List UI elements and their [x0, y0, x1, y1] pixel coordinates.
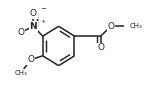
Text: O: O	[97, 43, 104, 52]
Text: O: O	[30, 9, 37, 18]
Text: CH₃: CH₃	[130, 23, 142, 29]
Text: −: −	[40, 6, 46, 12]
Text: CH₃: CH₃	[15, 70, 28, 76]
Text: O: O	[27, 55, 34, 64]
Text: O: O	[18, 28, 25, 37]
Text: N: N	[30, 22, 37, 31]
Text: O: O	[107, 22, 114, 31]
Text: +: +	[40, 19, 45, 24]
